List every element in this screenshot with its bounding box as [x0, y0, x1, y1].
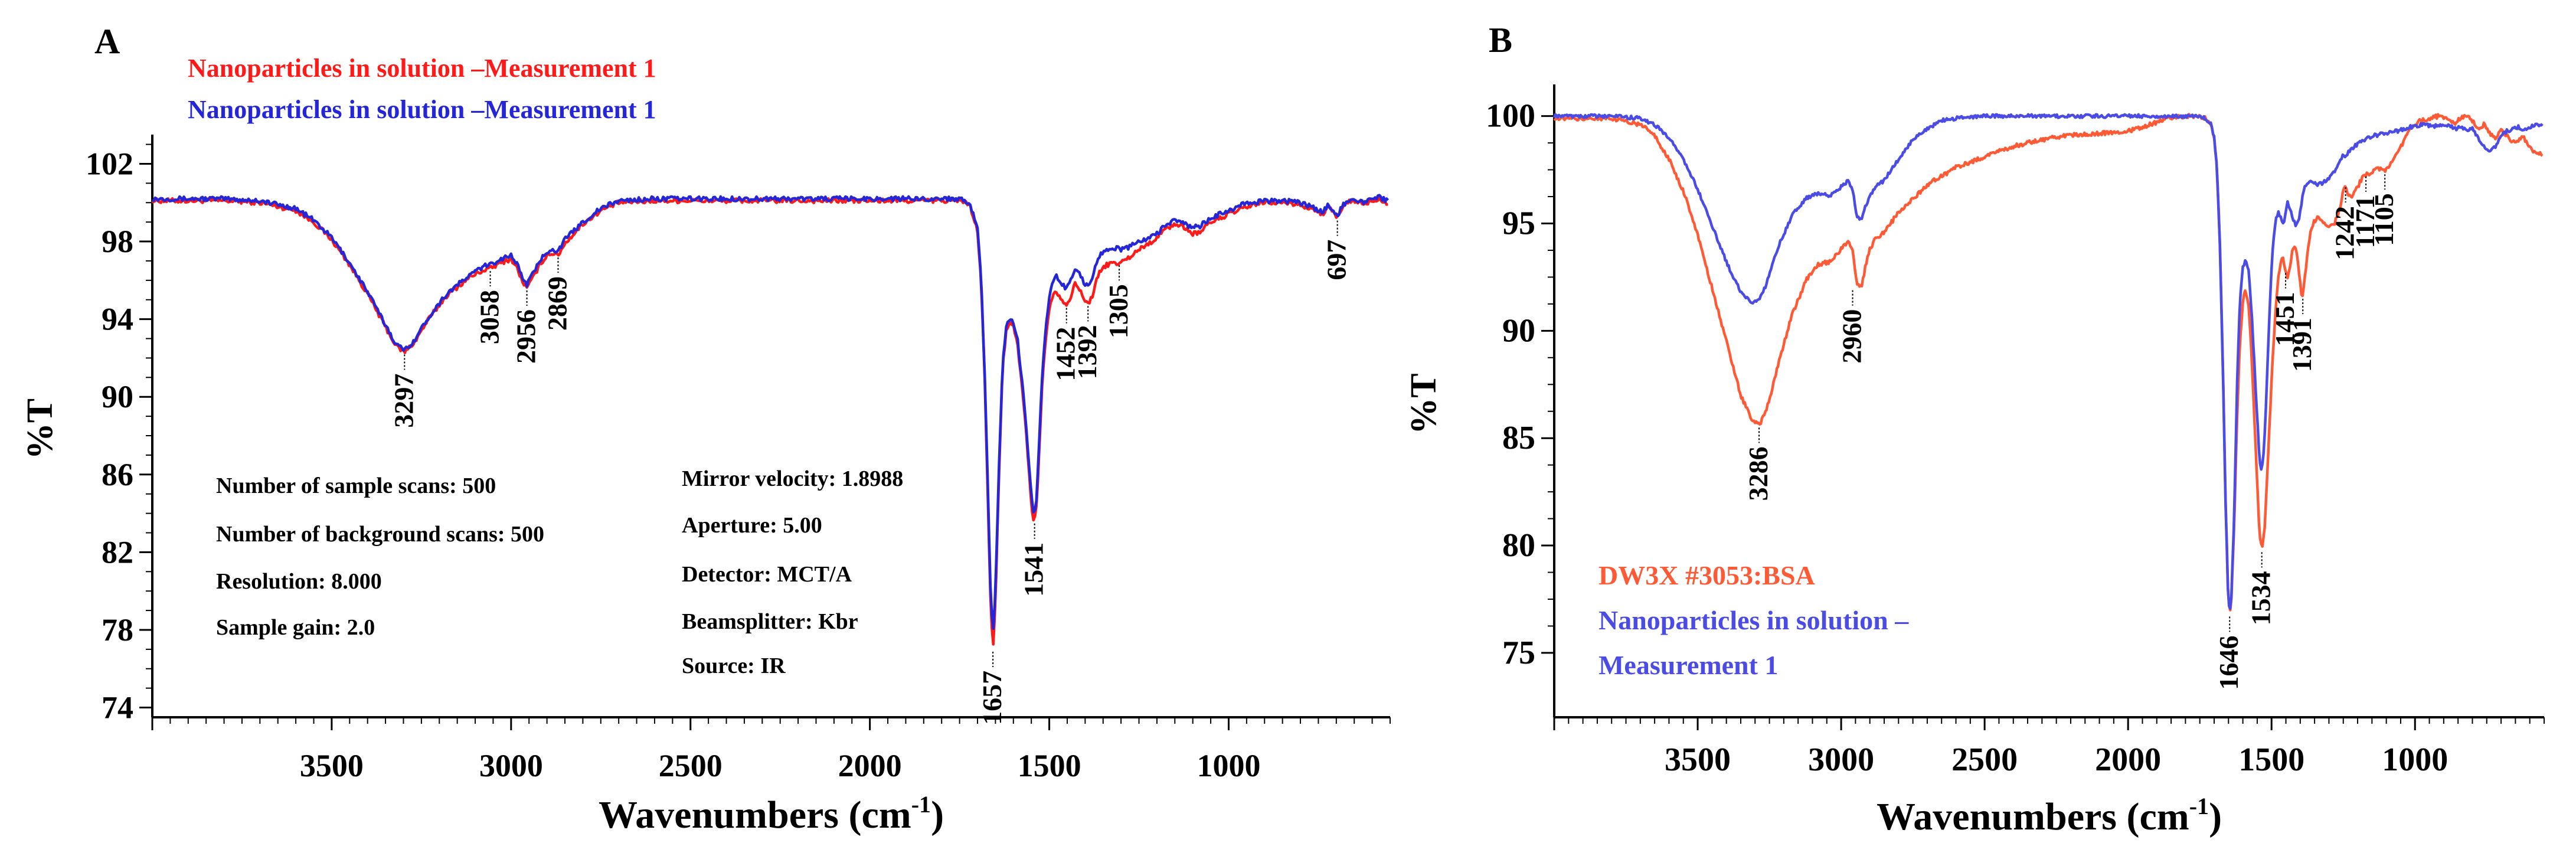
y-tick-label: 86 [102, 457, 133, 492]
x-axis-title: Wavenumbers (cm-1) [1877, 793, 2222, 838]
acquisition-info-right: Detector: MCT/A [682, 562, 852, 587]
acquisition-info-right: Source: IR [682, 654, 786, 678]
x-tick-label: 3000 [1808, 741, 1874, 778]
x-axis-title-main: Wavenumbers (cm [1877, 795, 2189, 838]
peak-label-1646: 1646 [2214, 635, 2244, 690]
x-axis-title-main: Wavenumbers (cm [599, 793, 911, 837]
x-tick-label: 1000 [1197, 748, 1260, 783]
acquisition-info-right: Aperture: 5.00 [682, 513, 822, 538]
x-tick-label: 2000 [838, 748, 902, 783]
peak-label-2869: 2869 [542, 276, 572, 331]
peak-label-1305: 1305 [1103, 284, 1133, 338]
peak-label-2956: 2956 [511, 309, 541, 364]
y-tick-label: 94 [102, 302, 133, 337]
y-tick-label: 100 [1486, 98, 1535, 135]
y-tick-label: 78 [102, 612, 133, 648]
y-tick-label: 80 [1502, 527, 1535, 564]
x-tick-label: 3500 [1665, 741, 1731, 778]
y-axis-title: %T [20, 398, 60, 459]
peak-label-1392: 1392 [1072, 325, 1102, 379]
series-line-2 [152, 194, 1390, 630]
x-tick-label: 3500 [300, 748, 364, 783]
peak-label-1171: 1171 [2350, 195, 2380, 248]
peak-label-2960: 2960 [1837, 309, 1867, 364]
chart-panel-a: A 3500 3000 2500 2000 1500 1000 102 98 94 90 86 82 78… [20, 22, 1391, 837]
y-tick-label: 90 [102, 379, 133, 414]
peak-label-1105: 1105 [2369, 193, 2399, 246]
peak-label-1657: 1657 [977, 671, 1007, 725]
x-axis-title: Wavenumbers (cm-1) [599, 791, 944, 837]
chart-panel-b: B 3500 3000 2500 2000 1500 1000 100 95 90 85 80 75 %T… [1404, 21, 2545, 838]
peak-label-1452: 1452 [1051, 327, 1081, 381]
acquisition-info-left: Number of background scans: 500 [216, 522, 544, 547]
panel-label: A [94, 22, 120, 61]
peak-label-1451: 1451 [2270, 292, 2300, 347]
peak-label-3286: 3286 [1743, 446, 1773, 501]
peak-label-3297: 3297 [388, 374, 419, 428]
peak-label-1534: 1534 [2246, 571, 2276, 625]
y-tick-label: 90 [1502, 312, 1535, 349]
legend-entry-1: DW3X #3053:BSA [1598, 560, 1815, 590]
x-tick-label: 1500 [1018, 748, 1081, 783]
x-tick-label: 2500 [659, 748, 723, 783]
panel-label: B [1489, 21, 1512, 60]
x-tick-label: 3000 [479, 748, 543, 783]
acquisition-info-left: Number of sample scans: 500 [216, 473, 496, 498]
legend-entry-3: Measurement 1 [1598, 650, 1778, 680]
y-tick-label: 95 [1502, 205, 1535, 241]
y-tick-label: 102 [86, 146, 133, 181]
legend-entry-2: Nanoparticles in solution – [1598, 605, 1909, 635]
peak-label-1242: 1242 [2330, 206, 2360, 260]
peak-label-1541: 1541 [1019, 543, 1049, 597]
series-line-1 [1553, 113, 2544, 612]
y-tick-label: 82 [102, 534, 133, 570]
legend-entry-2: Nanoparticles in solution –Measurement 1 [188, 95, 656, 124]
y-axis-title: %T [1404, 373, 1444, 434]
series-line-2 [1552, 113, 2544, 610]
acquisition-info-right: Mirror velocity: 1.8988 [682, 466, 903, 491]
acquisition-info-left: Sample gain: 2.0 [216, 615, 375, 640]
x-tick-label: 2500 [1951, 741, 2018, 778]
x-axis-title-close: ) [931, 793, 944, 837]
y-tick-label: 98 [102, 224, 133, 259]
acquisition-info-left: Resolution: 8.000 [216, 569, 382, 594]
x-axis-title-superscript: -1 [911, 791, 931, 818]
x-axis-title-close: ) [2209, 795, 2222, 838]
peak-label-3058: 3058 [475, 290, 505, 344]
x-axis-title-superscript: -1 [2189, 793, 2209, 819]
y-tick-label: 75 [1502, 635, 1535, 671]
x-tick-label: 1500 [2238, 741, 2304, 778]
peak-label-697: 697 [1322, 240, 1352, 280]
y-tick-label: 85 [1502, 420, 1535, 456]
x-tick-label: 2000 [2095, 741, 2161, 778]
acquisition-info-right: Beamsplitter: Kbr [682, 609, 858, 634]
y-tick-label: 74 [102, 690, 133, 726]
x-tick-label: 1000 [2382, 741, 2448, 778]
peak-label-1391: 1391 [2287, 318, 2317, 372]
legend-entry-1: Nanoparticles in solution –Measurement 1 [188, 54, 656, 83]
